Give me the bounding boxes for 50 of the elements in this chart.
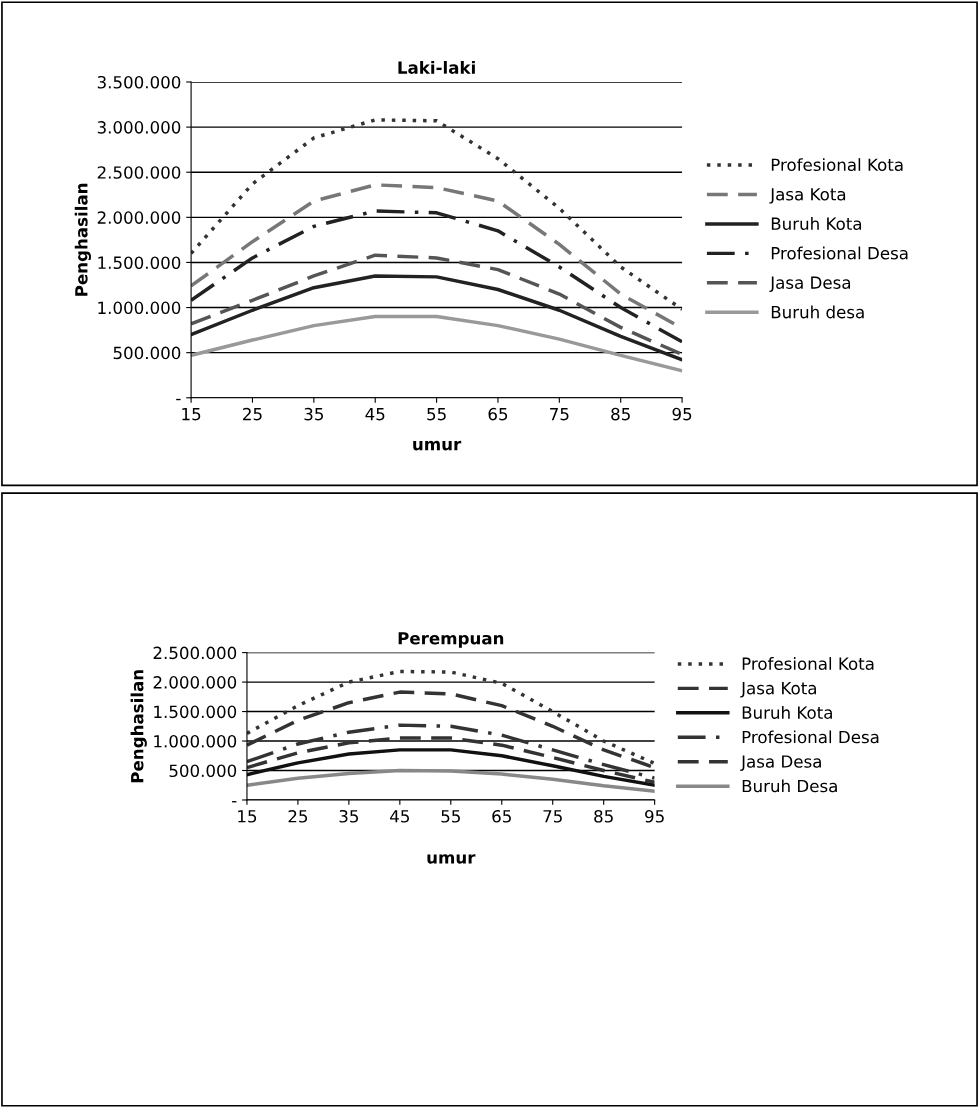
legend-label: Jasa Desa (769, 276, 851, 293)
x-tick-label: 95 (645, 809, 664, 823)
legend-label: Buruh Desa (742, 779, 837, 793)
x-tick-label: 35 (304, 407, 323, 421)
x-axis-title: umur (413, 440, 462, 451)
chart-title: Perempuan (398, 632, 504, 648)
chart-title: Laki-laki (398, 60, 475, 74)
y-tick-label: 2.500.000 (153, 646, 237, 660)
legend-label: Jasa Desa (740, 755, 821, 771)
y-tick-label: 2.000.000 (153, 676, 237, 689)
x-tick-label: 65 (492, 809, 511, 823)
legend-label: Profesional Kota (771, 158, 903, 172)
y-tick-label: 500.000 (169, 764, 237, 778)
legend-label: Profesional Desa (742, 730, 879, 744)
y-tick-label: 3.500.000 (97, 75, 181, 89)
y-tick-label: - (232, 801, 237, 803)
legend-label: Buruh Kota (742, 706, 832, 719)
legend-label: Jasa Kota (740, 682, 816, 698)
x-tick-label: 25 (243, 407, 262, 421)
x-tick-label: 85 (611, 407, 630, 421)
legend-label: Profesional Desa (771, 246, 908, 260)
x-tick-label: 95 (672, 407, 692, 421)
legend-label: Jasa Kota (769, 188, 846, 204)
x-tick-label: 65 (488, 407, 508, 421)
y-tick-label: - (176, 398, 181, 401)
legend-label: Profesional Kota (742, 657, 874, 670)
x-tick-label: 15 (182, 408, 201, 421)
y-axis-title: Penghasilan (130, 670, 147, 783)
y-tick-label: 1.000.000 (98, 301, 181, 315)
y-tick-label: 3.000.000 (97, 121, 181, 134)
x-tick-label: 75 (543, 810, 562, 823)
y-axis-title: Penghasilan (74, 183, 91, 296)
x-tick-label: 45 (365, 408, 385, 421)
legend-label: Buruh Kota (771, 217, 862, 230)
x-tick-label: 25 (288, 809, 308, 823)
x-tick-label: 85 (594, 809, 613, 823)
x-tick-label: 35 (339, 809, 359, 823)
x-axis-title: umur (427, 854, 476, 864)
y-tick-label: 500.000 (113, 346, 181, 360)
legend-label: Buruh desa (771, 305, 864, 319)
y-tick-label: 1.500.000 (154, 705, 237, 719)
x-tick-label: 15 (238, 810, 257, 823)
y-tick-label: 2.000.000 (97, 211, 181, 224)
x-tick-label: 55 (441, 810, 460, 823)
x-tick-label: 45 (390, 810, 409, 823)
y-tick-label: 1.000.000 (154, 734, 237, 748)
x-tick-label: 55 (427, 408, 446, 421)
y-tick-label: 1.500.000 (98, 256, 181, 270)
x-tick-label: 75 (550, 408, 569, 421)
y-tick-label: 2.500.000 (97, 166, 181, 179)
